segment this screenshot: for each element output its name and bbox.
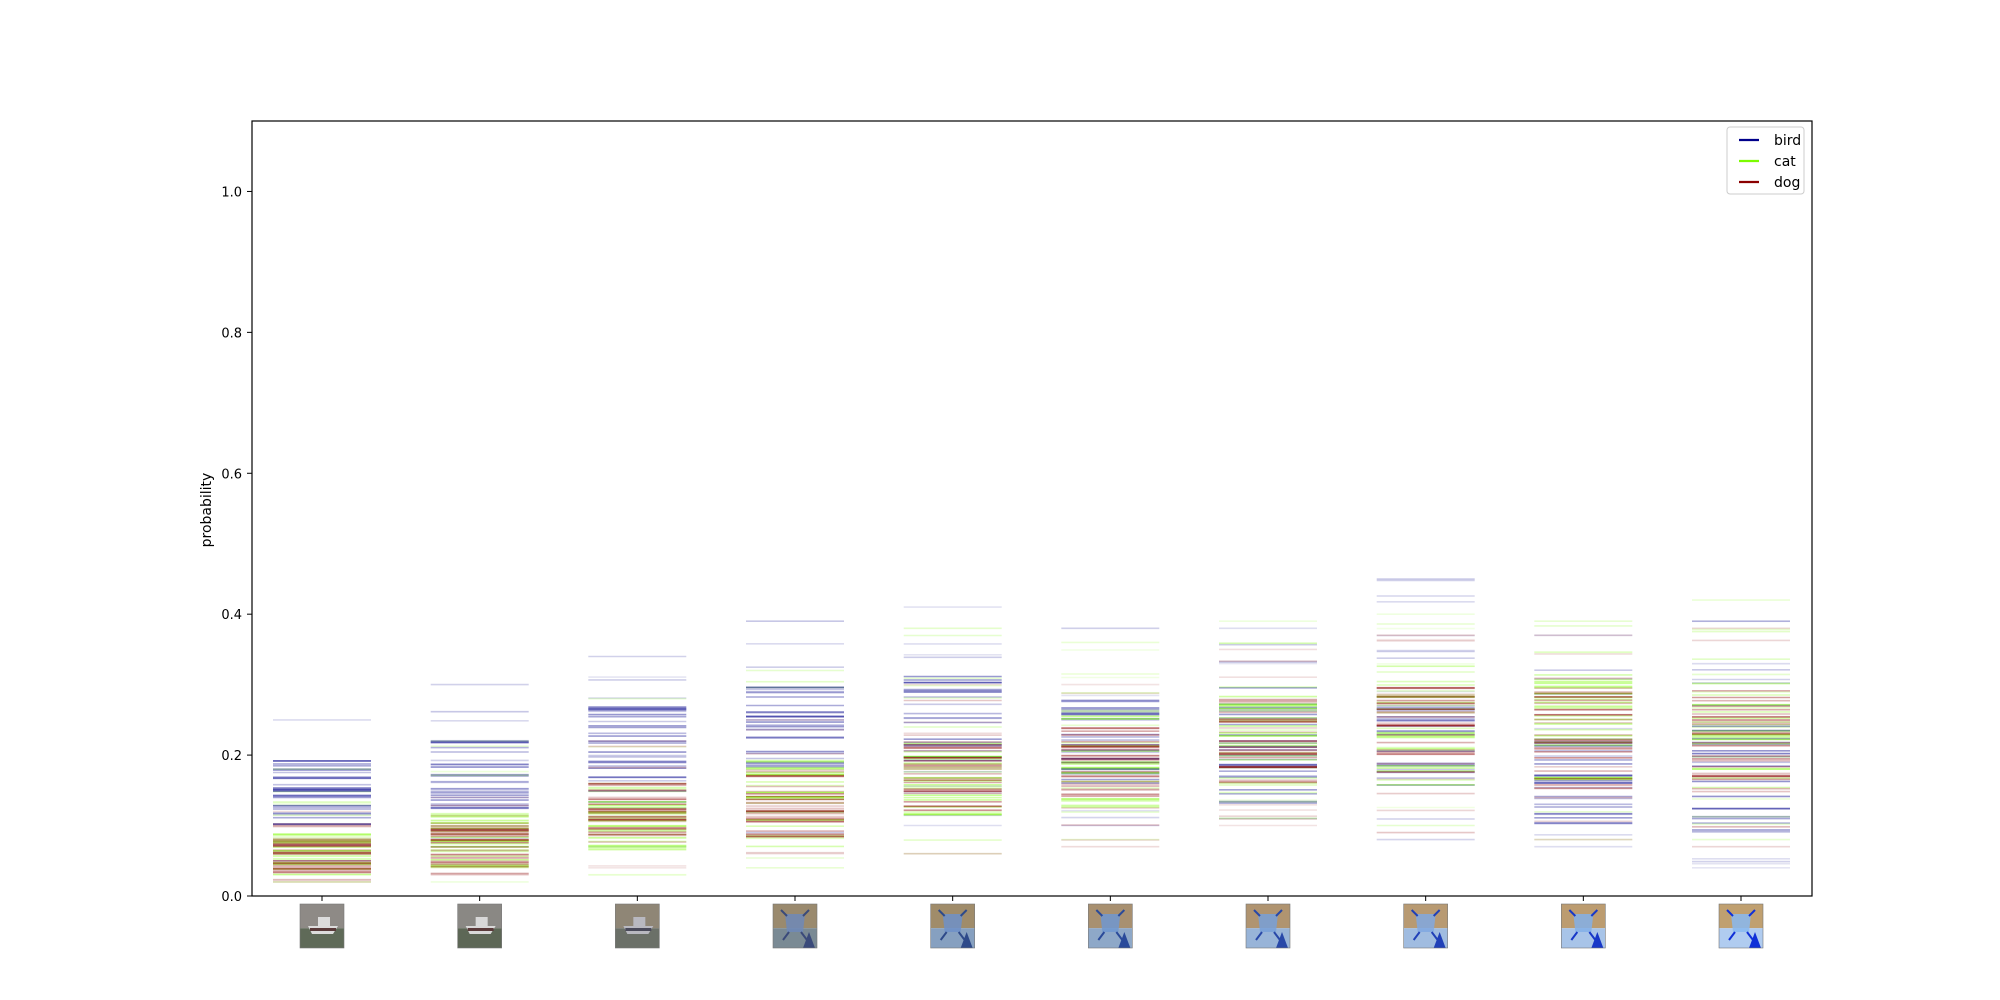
y-tick-label: 0.6 [221, 467, 242, 482]
thumbnail-subject-body [1573, 914, 1594, 932]
thumbnail-image-2 [457, 903, 502, 949]
thumbnail-subject-accent [803, 932, 815, 948]
category-group-5 [903, 606, 1002, 855]
category-group-9 [1534, 620, 1633, 848]
category-group-6 [1061, 627, 1160, 848]
y-axis-label: probability [199, 473, 215, 548]
thumbnail-subject-legs [780, 909, 810, 941]
legend: bird cat dog [1726, 126, 1805, 195]
thumbnail-border [457, 903, 502, 949]
thumbnail-image-1 [299, 903, 345, 949]
thumbnail-ship-cabin [318, 917, 330, 926]
thumbnail-ship-stripe [467, 928, 494, 931]
thumbnail-ship-cabin [633, 917, 646, 926]
thumbnail-border [1245, 903, 1291, 949]
category-group-2 [430, 683, 529, 883]
thumbnail-subject-body [1731, 914, 1751, 932]
legend-label-dog: dog [1774, 175, 1800, 191]
thumbnail-border [772, 903, 818, 949]
thumbnail-image-4 [772, 903, 818, 949]
thumbnail-subject-legs [1568, 909, 1599, 941]
thumbnail-subject-legs [1095, 909, 1126, 941]
thumbnail-border [1088, 903, 1133, 949]
thumbnail-subject-legs [1410, 909, 1441, 941]
thumbnail-image-9 [1561, 903, 1606, 949]
thumbnail-subject-accent [1749, 932, 1761, 948]
thumbnail-border [615, 903, 660, 949]
category-group-8 [1376, 578, 1475, 841]
thumbnail-subject-body [942, 914, 963, 932]
x-axis [299, 896, 1764, 949]
thumbnail-ship-stripe [625, 928, 652, 931]
thumbnail-subject-body [1415, 914, 1436, 932]
thumbnail-subject-accent [1591, 932, 1604, 948]
category-group-10 [1692, 599, 1790, 869]
thumbnail-border [299, 903, 345, 949]
thumbnail-subject-legs [1253, 909, 1283, 941]
category-group-4 [746, 620, 844, 869]
thumbnail-border [1718, 903, 1764, 949]
axes-frame [251, 120, 1813, 897]
thumbnail-image-3 [615, 903, 660, 949]
legend-label-bird: bird [1774, 133, 1801, 149]
thumbnail-border [930, 903, 975, 949]
thumbnail-image-5 [930, 903, 975, 949]
thumbnail-border [1561, 903, 1606, 949]
thumbnail-subject-body [1100, 914, 1121, 932]
thumbnail-image-7 [1245, 903, 1291, 949]
y-tick-label: 1.0 [221, 185, 242, 200]
thumbnail-image-6 [1088, 903, 1133, 949]
thumbnail-subject-accent [960, 932, 973, 948]
legend-label-cat: cat [1774, 154, 1796, 170]
legend-box [1726, 126, 1805, 195]
thumbnail-subject-body [1258, 914, 1278, 932]
y-tick-label: 0.8 [221, 326, 242, 341]
thumbnail-subject-legs [937, 909, 968, 941]
y-tick-label: 0.4 [221, 608, 242, 623]
y-axis: 0.0 0.2 0.4 0.6 0.8 1.0 [221, 185, 252, 905]
y-tick-label: 0.0 [221, 890, 242, 905]
thumbnail-border [1403, 903, 1448, 949]
thumbnail-subject-accent [1276, 932, 1288, 948]
thumbnail-subject-body [785, 914, 805, 932]
thumbnail-ship-cabin [475, 917, 488, 926]
thumbnail-subject-accent [1433, 932, 1446, 948]
thumbnail-image-10 [1718, 903, 1764, 949]
category-group-1 [273, 719, 371, 883]
category-group-3 [588, 655, 687, 876]
category-group-7 [1219, 620, 1317, 827]
thumbnail-subject-accent [1118, 932, 1131, 948]
thumbnail-ship-stripe [310, 928, 336, 931]
y-tick-label: 0.2 [221, 749, 242, 764]
plot-lines [273, 578, 1790, 883]
thumbnail-image-8 [1403, 903, 1448, 949]
thumbnail-subject-legs [1726, 909, 1756, 941]
